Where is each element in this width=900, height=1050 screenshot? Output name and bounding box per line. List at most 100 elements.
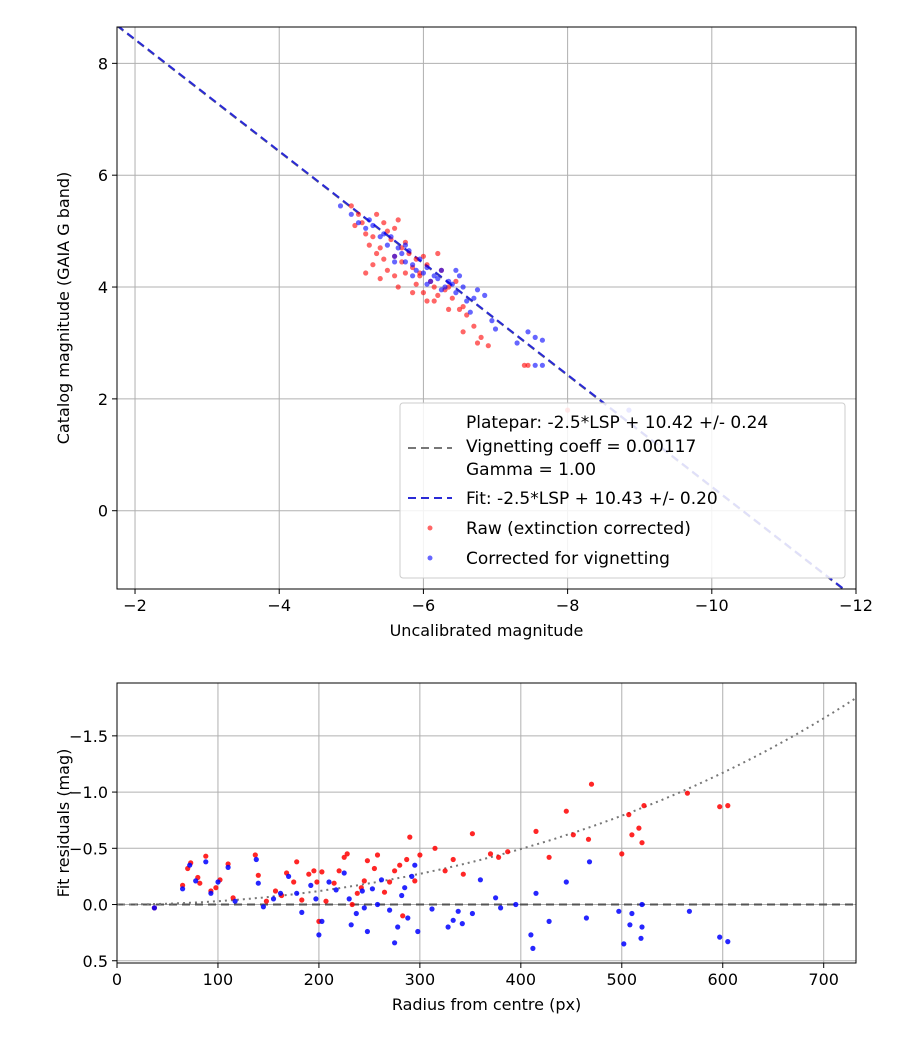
corrected-point <box>464 298 470 304</box>
raw-point <box>381 256 387 262</box>
corrected-point <box>413 267 419 273</box>
legend-fit-label: Fit: -2.5*LSP + 10.43 +/- 0.20 <box>466 489 718 509</box>
x-tick-label: 600 <box>707 970 738 989</box>
raw-point <box>399 245 405 251</box>
y-tick-label: 6 <box>98 166 108 185</box>
raw-point <box>252 852 258 858</box>
raw-point <box>478 334 484 340</box>
corrected-point <box>270 896 277 902</box>
corrected-point <box>364 928 370 935</box>
top-y-axis-label: Catalog magnitude (GAIA G band) <box>54 172 73 444</box>
raw-point <box>456 306 463 312</box>
raw-point <box>420 253 426 259</box>
legend-platepar-label: Platepar: -2.5*LSP + 10.42 +/- 0.24 <box>466 413 768 433</box>
corrected-point <box>435 276 441 282</box>
raw-point <box>377 245 383 251</box>
corrected-point <box>638 935 644 941</box>
x-tick-label: 400 <box>506 970 537 989</box>
corrected-point <box>513 901 519 908</box>
raw-point <box>636 825 642 831</box>
raw-point <box>341 854 347 860</box>
corrected-point <box>493 895 499 901</box>
x-tick-label: −2 <box>123 596 147 615</box>
top-axes-frame <box>116 26 857 590</box>
y-tick-label: 2 <box>98 390 108 409</box>
corrected-point <box>392 253 398 259</box>
corrected-point <box>361 905 367 911</box>
raw-point <box>417 852 423 858</box>
raw-point <box>446 306 452 312</box>
raw-point <box>299 897 305 903</box>
raw-point <box>585 836 592 842</box>
raw-point <box>344 851 350 857</box>
corrected-point <box>308 882 314 889</box>
x-tick-label: 0 <box>112 970 122 989</box>
raw-point <box>619 851 625 857</box>
raw-point <box>410 290 416 296</box>
raw-point <box>349 901 355 908</box>
raw-point <box>431 284 437 290</box>
raw-point <box>397 862 403 868</box>
corrected-point <box>255 880 261 886</box>
corrected-point <box>277 890 284 896</box>
corrected-point <box>438 267 444 273</box>
raw-point <box>435 292 441 298</box>
corrected-point <box>532 362 538 368</box>
x-tick-label: −8 <box>556 596 580 615</box>
raw-point <box>361 878 367 884</box>
raw-point <box>197 880 203 886</box>
top-scatter-points <box>337 203 632 413</box>
raw-point <box>381 889 388 895</box>
corrected-point <box>539 337 546 343</box>
legend: Platepar: -2.5*LSP + 10.42 +/- 0.24 Vign… <box>399 402 846 579</box>
raw-point <box>323 898 329 904</box>
bottom-panel: 0 100 200 300 400 500 600 700 0.5 0.0 −0.5 −1.0 −1.5… <box>54 682 857 1014</box>
corrected-point <box>438 287 444 293</box>
raw-point <box>392 273 398 279</box>
corrected-point <box>346 896 352 902</box>
corrected-point <box>388 234 394 240</box>
raw-point <box>370 234 376 240</box>
bottom-axes-frame <box>116 682 857 964</box>
raw-point <box>464 312 470 318</box>
corrected-point <box>187 862 193 868</box>
corrected-point <box>442 284 448 290</box>
bottom-y-axis-label: Fit residuals (mag) <box>54 749 73 898</box>
corrected-point <box>417 256 423 262</box>
raw-point <box>533 828 539 835</box>
corrected-point <box>370 222 376 229</box>
raw-point <box>442 868 448 874</box>
raw-point <box>570 832 576 838</box>
corrected-point <box>260 904 266 910</box>
raw-point <box>399 259 405 265</box>
y-tick-label: 0 <box>98 502 108 521</box>
raw-point <box>255 872 261 878</box>
corrected-point <box>616 908 622 914</box>
raw-point <box>460 304 466 310</box>
raw-point <box>629 832 635 838</box>
x-tick-label: 500 <box>607 970 638 989</box>
raw-point <box>485 343 491 349</box>
corrected-point <box>489 318 495 324</box>
raw-point <box>717 804 723 810</box>
x-tick-label: 300 <box>405 970 436 989</box>
corrected-point <box>528 932 534 938</box>
x-tick-label: −6 <box>412 596 436 615</box>
corrected-point <box>583 915 590 921</box>
raw-point <box>404 856 410 863</box>
legend-raw-label: Raw (extinction corrected) <box>466 519 691 539</box>
raw-point <box>364 858 370 864</box>
bottom-model-lines <box>117 697 856 906</box>
bottom-scatter-points <box>151 781 731 952</box>
raw-point <box>407 834 413 840</box>
raw-point <box>460 871 466 877</box>
corrected-point <box>725 939 731 945</box>
corrected-point <box>402 259 408 265</box>
legend-corrected-marker <box>427 555 433 561</box>
corrected-point <box>546 918 552 925</box>
raw-point <box>505 849 511 855</box>
corrected-point <box>629 910 635 917</box>
corrected-point <box>621 941 627 947</box>
corrected-point <box>514 340 520 346</box>
corrected-point <box>717 934 723 940</box>
